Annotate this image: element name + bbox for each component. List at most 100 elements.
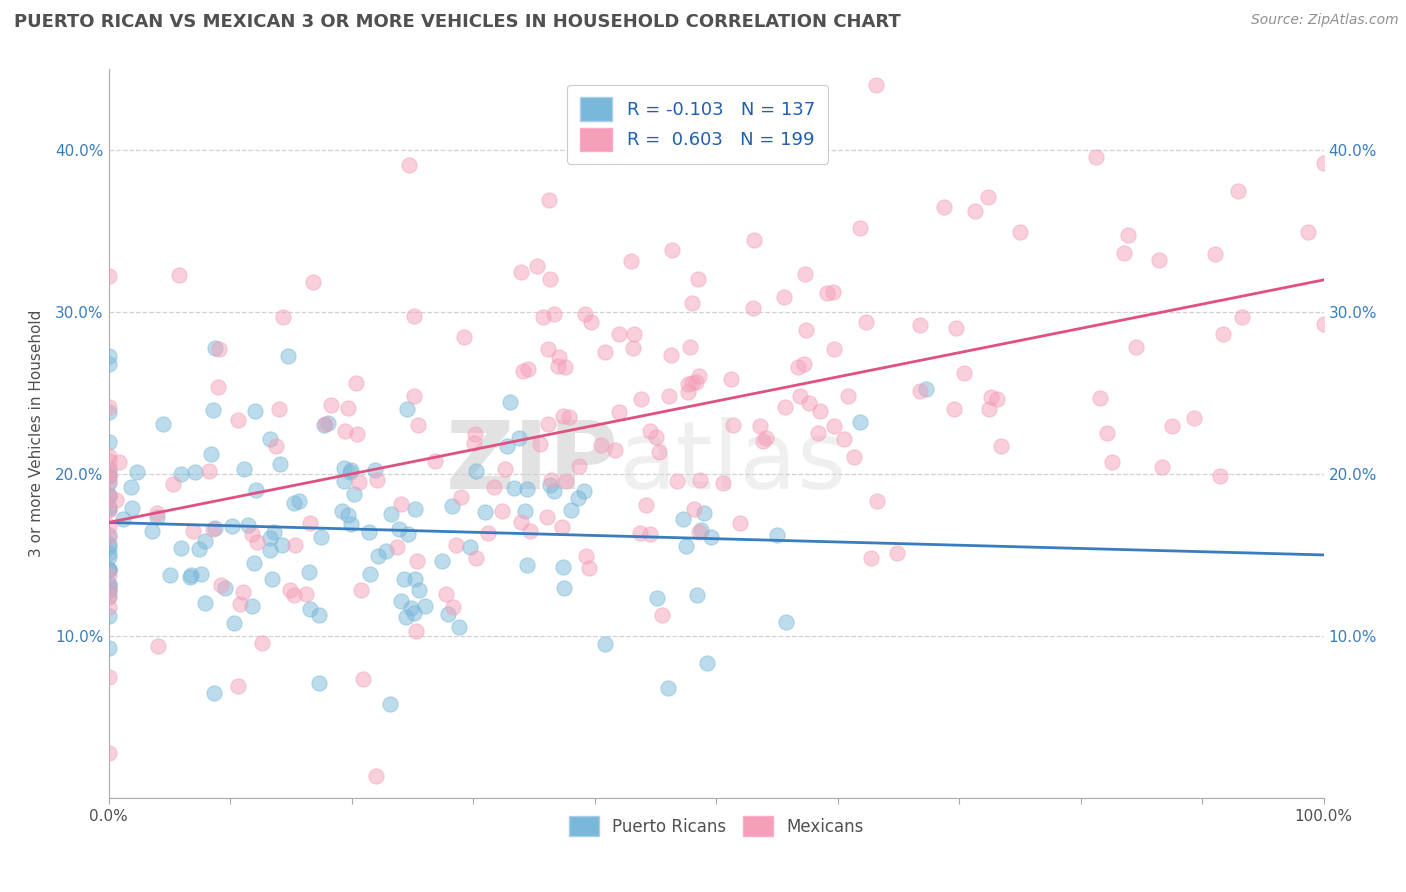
Point: [366, 769, 388, 783]
Point: [689, 474, 711, 488]
Point: [267, 401, 290, 416]
Point: [388, 522, 411, 536]
Point: [848, 221, 870, 235]
Point: [538, 478, 561, 492]
Point: [209, 578, 232, 592]
Point: [551, 560, 574, 574]
Point: [97, 530, 120, 544]
Point: [97, 584, 120, 599]
Point: [543, 484, 565, 499]
Point: [560, 502, 582, 516]
Point: [953, 366, 976, 380]
Point: [593, 344, 616, 359]
Point: [605, 442, 627, 457]
Point: [755, 431, 778, 445]
Point: [406, 418, 429, 433]
Point: [657, 388, 679, 402]
Point: [97, 550, 120, 565]
Point: [513, 504, 536, 518]
Point: [214, 581, 236, 595]
Point: [343, 487, 366, 501]
Point: [453, 330, 475, 344]
Point: [222, 615, 245, 630]
Point: [986, 392, 1008, 406]
Point: [312, 417, 335, 432]
Point: [934, 200, 956, 214]
Point: [97, 350, 120, 364]
Point: [540, 473, 562, 487]
Point: [232, 584, 254, 599]
Point: [464, 551, 486, 566]
Point: [380, 507, 402, 521]
Point: [97, 641, 120, 656]
Point: [499, 395, 522, 409]
Point: [226, 413, 249, 427]
Point: [793, 357, 815, 371]
Point: [347, 475, 370, 489]
Point: [681, 376, 703, 390]
Point: [284, 538, 307, 552]
Point: [299, 516, 322, 531]
Point: [834, 433, 856, 447]
Point: [97, 519, 120, 533]
Point: [648, 445, 671, 459]
Point: [990, 439, 1012, 453]
Point: [651, 607, 673, 622]
Point: [690, 523, 713, 537]
Point: [340, 517, 363, 532]
Point: [1161, 419, 1184, 434]
Point: [97, 269, 120, 284]
Point: [399, 601, 422, 615]
Point: [395, 610, 418, 624]
Point: [1084, 150, 1107, 164]
Point: [366, 473, 388, 487]
Point: [208, 342, 231, 356]
Point: [333, 474, 356, 488]
Point: [666, 474, 689, 488]
Point: [1312, 155, 1334, 169]
Point: [682, 502, 704, 516]
Point: [855, 315, 877, 329]
Point: [112, 512, 135, 526]
Point: [387, 540, 409, 554]
Point: [97, 404, 120, 418]
Point: [686, 272, 709, 286]
Point: [607, 404, 630, 418]
Legend: Puerto Ricans, Mexicans: Puerto Ricans, Mexicans: [561, 807, 872, 845]
Point: [443, 600, 465, 615]
Point: [860, 551, 883, 566]
Point: [1296, 225, 1319, 239]
Point: [1312, 317, 1334, 331]
Point: [170, 541, 193, 555]
Point: [591, 437, 613, 451]
Point: [298, 566, 321, 580]
Point: [298, 602, 321, 616]
Point: [405, 624, 427, 638]
Point: [823, 419, 845, 434]
Point: [502, 481, 524, 495]
Point: [1209, 468, 1232, 483]
Point: [700, 530, 723, 544]
Point: [321, 398, 343, 412]
Point: [97, 528, 120, 542]
Point: [645, 591, 668, 605]
Point: [398, 158, 420, 172]
Point: [97, 537, 120, 551]
Point: [314, 417, 336, 431]
Point: [449, 620, 471, 634]
Point: [1112, 245, 1135, 260]
Point: [728, 516, 751, 530]
Point: [446, 538, 468, 552]
Point: [236, 518, 259, 533]
Point: [367, 549, 389, 563]
Point: [97, 435, 120, 450]
Point: [458, 540, 481, 554]
Point: [579, 314, 602, 328]
Point: [681, 296, 703, 310]
Point: [477, 526, 499, 541]
Point: [1147, 253, 1170, 268]
Point: [773, 290, 796, 304]
Point: [295, 587, 318, 601]
Point: [686, 588, 709, 602]
Point: [404, 572, 426, 586]
